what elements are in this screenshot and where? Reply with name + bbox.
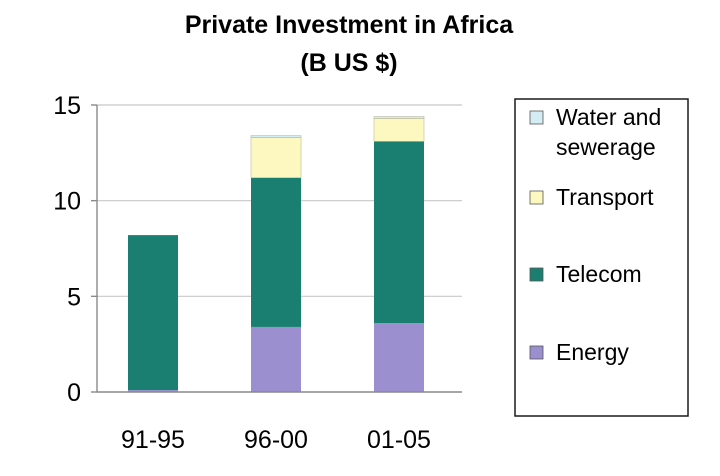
y-tick-label-0: 0 [67, 379, 81, 407]
bar-water-and-sewerage-01-05 [373, 116, 425, 119]
legend-swatch-water-and-sewerage [529, 110, 544, 125]
y-tick-label-5: 5 [67, 283, 81, 311]
legend-swatch-energy [529, 345, 544, 360]
legend-swatch-telecom [529, 267, 544, 282]
bar-energy-96-00 [251, 326, 301, 392]
y-axis-ticks: 0 5 10 15 [53, 92, 81, 407]
x-tick-label-96-00: 96-00 [244, 426, 308, 454]
x-tick-label-01-05: 01-05 [367, 426, 431, 454]
bar-telecom-01-05 [374, 141, 424, 324]
legend: Water and sewerage Transport Telecom Energy [514, 98, 689, 417]
y-tick-label-15: 15 [53, 92, 81, 120]
legend-label-water-and-sewerage: Water and sewerage [556, 104, 661, 160]
x-axis-ticks: 91-95 96-00 01-05 [121, 426, 431, 454]
bar-telecom-96-00 [251, 177, 301, 327]
bar-energy-91-95 [128, 390, 178, 392]
bar-transport-01-05 [373, 118, 425, 142]
bar-telecom-91-95 [128, 235, 178, 391]
y-tick-label-10: 10 [53, 188, 81, 216]
plot-area: 0 5 10 15 91-95 96-00 01-05 [53, 92, 462, 454]
chart-subtitle: (B US $) [300, 49, 397, 77]
x-tick-label-91-95: 91-95 [121, 426, 185, 454]
legend-box [514, 98, 689, 417]
bars [128, 116, 425, 392]
axes [91, 104, 462, 393]
bar-transport-96-00 [250, 137, 302, 179]
legend-label-telecom: Telecom [556, 261, 642, 287]
legend-swatch-transport [529, 190, 544, 205]
legend-label-transport: Transport [556, 184, 654, 210]
chart-title: Private Investment in Africa [185, 11, 514, 39]
bar-water-and-sewerage-96-00 [250, 135, 302, 138]
bar-energy-01-05 [374, 323, 424, 392]
legend-label-energy: Energy [556, 339, 629, 365]
